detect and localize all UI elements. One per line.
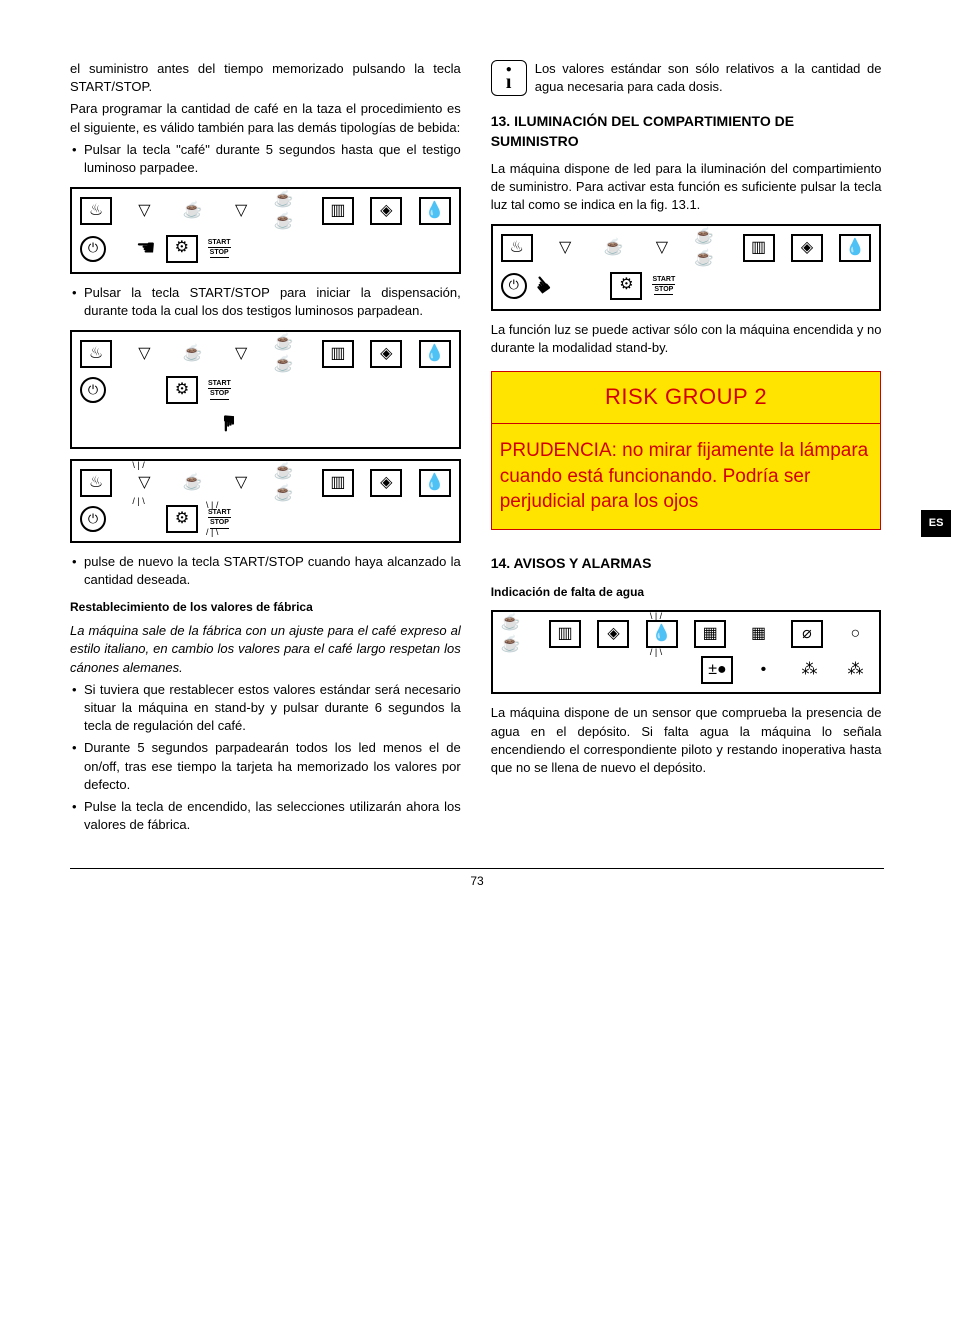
cup-icon: ▽	[225, 469, 257, 497]
latte-icon: ◈	[370, 469, 402, 497]
section-13-para-2: La función luz se puede activar sólo con…	[491, 321, 882, 357]
cup-mid-icon: ☕	[177, 469, 209, 497]
circle-icon: ○	[839, 620, 871, 648]
bullet-list-1: Pulsar la tecla "café" durante 5 segundo…	[70, 141, 461, 177]
section-14-para: La máquina dispone de un sensor que comp…	[491, 704, 882, 777]
steam-icon: ♨	[501, 234, 533, 262]
info-icon: ●ı	[491, 60, 527, 96]
steam-icon: ♨	[80, 340, 112, 368]
risk-header-text: RISK GROUP 2	[605, 384, 767, 409]
power-icon: ⏻	[80, 506, 106, 532]
steam-icon: ♨	[80, 469, 112, 497]
water-icon: 💧	[419, 197, 451, 225]
risk-body: PRUDENCIA: no mirar fijamente la lámpara…	[492, 424, 881, 529]
restore-bullet: Si tuviera que restablecer estos valores…	[70, 681, 461, 736]
grind-icon: ⚙	[166, 505, 198, 533]
bullet-list-3: pulse de nuevo la tecla START/STOP cuand…	[70, 553, 461, 589]
milk-icon: ▥	[743, 234, 775, 262]
latte-icon: ◈	[791, 234, 823, 262]
risk-header: RISK GROUP 2	[492, 372, 881, 424]
restore-bullets: Si tuviera que restablecer estos valores…	[70, 681, 461, 835]
section-14-heading: 14. AVISOS Y ALARMAS	[491, 554, 882, 574]
water-flash-icon: 💧\ | // | \	[646, 620, 678, 648]
restore-heading: Restablecimiento de los valores de fábri…	[70, 599, 461, 616]
intro-para-2: Para programar la cantidad de café en la…	[70, 100, 461, 136]
bullet-1-item: Pulsar la tecla "café" durante 5 segundo…	[70, 141, 461, 177]
water-icon: 💧	[419, 340, 451, 368]
double-cup-icon: ☕☕	[274, 340, 306, 368]
power-icon: ⏻	[80, 236, 106, 262]
cup-icon: ▽	[225, 197, 257, 225]
section-14-sub: Indicación de falta de agua	[491, 584, 882, 601]
beans-icon: ⁂	[839, 656, 871, 684]
milk-icon: ▥	[322, 340, 354, 368]
cup-mid-icon: ☕	[177, 197, 209, 225]
control-panel-diagram-3: ♨ ▽\ | // | \ ☕ ▽ ☕☕ ▥ ◈ 💧 ⏻ ⚙ \ | / STA…	[70, 459, 461, 543]
cup-icon: ▽	[549, 234, 581, 262]
left-column: el suministro antes del tiempo memorizad…	[70, 60, 461, 838]
filter-icon: ⌀	[791, 620, 823, 648]
cup-icon: ▽	[646, 234, 678, 262]
risk-warning-box: RISK GROUP 2 PRUDENCIA: no mirar fijamen…	[491, 371, 882, 530]
latte-icon: ◈	[597, 620, 629, 648]
start-stop-label: START STOP	[208, 380, 231, 400]
page-footer: 73	[70, 868, 884, 890]
section-13-heading: 13. ILUMINACIÓN DEL COMPARTIMIENTO DE SU…	[491, 112, 882, 151]
latte-icon: ◈	[370, 340, 402, 368]
info-callout: ●ı Los valores estándar son sólo relativ…	[491, 60, 882, 100]
start-stop-flash-label: \ | / START STOP / | \	[208, 509, 231, 529]
control-panel-diagram-light: ♨ ▽ ☕ ▽ ☕☕ ▥ ◈ 💧 ⏻ ☚ ⚙ START STOP	[491, 224, 882, 311]
grid-icon: ▦	[743, 620, 775, 648]
level-icon: ±●	[701, 656, 733, 684]
restore-italic: La máquina sale de la fábrica con un aju…	[70, 622, 461, 677]
milk-icon: ▥	[322, 469, 354, 497]
hand-pointer-icon: ☚	[214, 414, 245, 434]
cup-mid-icon: ☕	[597, 234, 629, 262]
restore-bullet: Durante 5 segundos parpadearán todos los…	[70, 739, 461, 794]
risk-body-text: PRUDENCIA: no mirar fijamente la lámpara…	[500, 438, 873, 515]
info-text: Los valores estándar son sólo relativos …	[535, 60, 882, 96]
power-icon: ⏻	[501, 273, 527, 299]
calc-icon: ▦	[694, 620, 726, 648]
water-icon: 💧	[839, 234, 871, 262]
milk-icon: ▥	[549, 620, 581, 648]
grind-icon: ⚙	[166, 376, 198, 404]
cup-flash-icon: ▽\ | // | \	[128, 469, 160, 497]
cup-icon: ▽	[128, 197, 160, 225]
intro-para-1: el suministro antes del tiempo memorizad…	[70, 60, 461, 96]
language-tab: ES	[921, 510, 952, 537]
section-13-para-1: La máquina dispone de led para la ilumin…	[491, 160, 882, 215]
page-number: 73	[470, 874, 483, 888]
hand-pointer-icon: ☚	[136, 233, 156, 264]
cup-icon: ▽	[225, 340, 257, 368]
double-cup-icon: ☕☕	[274, 197, 306, 225]
hand-pointer-icon: ☚	[522, 268, 558, 303]
cup-icon: ▽	[128, 340, 160, 368]
power-icon: ⏻	[80, 377, 106, 403]
control-panel-diagram-2: ♨ ▽ ☕ ▽ ☕☕ ▥ ◈ 💧 ⏻ ⚙ START STOP	[70, 330, 461, 449]
restore-bullet: Pulse la tecla de encendido, las selecci…	[70, 798, 461, 834]
alarm-panel-diagram: ☕☕ ▥ ◈ 💧\ | // | \ ▦ ▦ ⌀ ○ ±● • ⁂ ⁂	[491, 610, 882, 694]
double-cup-icon: ☕☕	[274, 469, 306, 497]
bullet-2-item: Pulsar la tecla START/STOP para iniciar …	[70, 284, 461, 320]
water-icon: 💧	[419, 469, 451, 497]
latte-icon: ◈	[370, 197, 402, 225]
steam-icon: ♨	[80, 197, 112, 225]
start-stop-label: START STOP	[208, 239, 231, 259]
double-cup-icon: ☕☕	[501, 620, 533, 648]
right-column: ES ●ı Los valores estándar son sólo rela…	[491, 60, 882, 838]
bullet-3-item: pulse de nuevo la tecla START/STOP cuand…	[70, 553, 461, 589]
bean-icon: •	[747, 656, 779, 684]
cup-mid-icon: ☕	[177, 340, 209, 368]
grind-icon: ⚙	[166, 235, 198, 263]
start-stop-label: START STOP	[652, 276, 675, 296]
double-cup-icon: ☕☕	[694, 234, 726, 262]
control-panel-diagram-1: ♨ ▽ ☕ ▽ ☕☕ ▥ ◈ 💧 ⏻ ☚ ⚙ START STOP	[70, 187, 461, 274]
grind-icon: ⚙	[610, 272, 642, 300]
beans-icon: ⁂	[793, 656, 825, 684]
milk-icon: ▥	[322, 197, 354, 225]
bullet-list-2: Pulsar la tecla START/STOP para iniciar …	[70, 284, 461, 320]
